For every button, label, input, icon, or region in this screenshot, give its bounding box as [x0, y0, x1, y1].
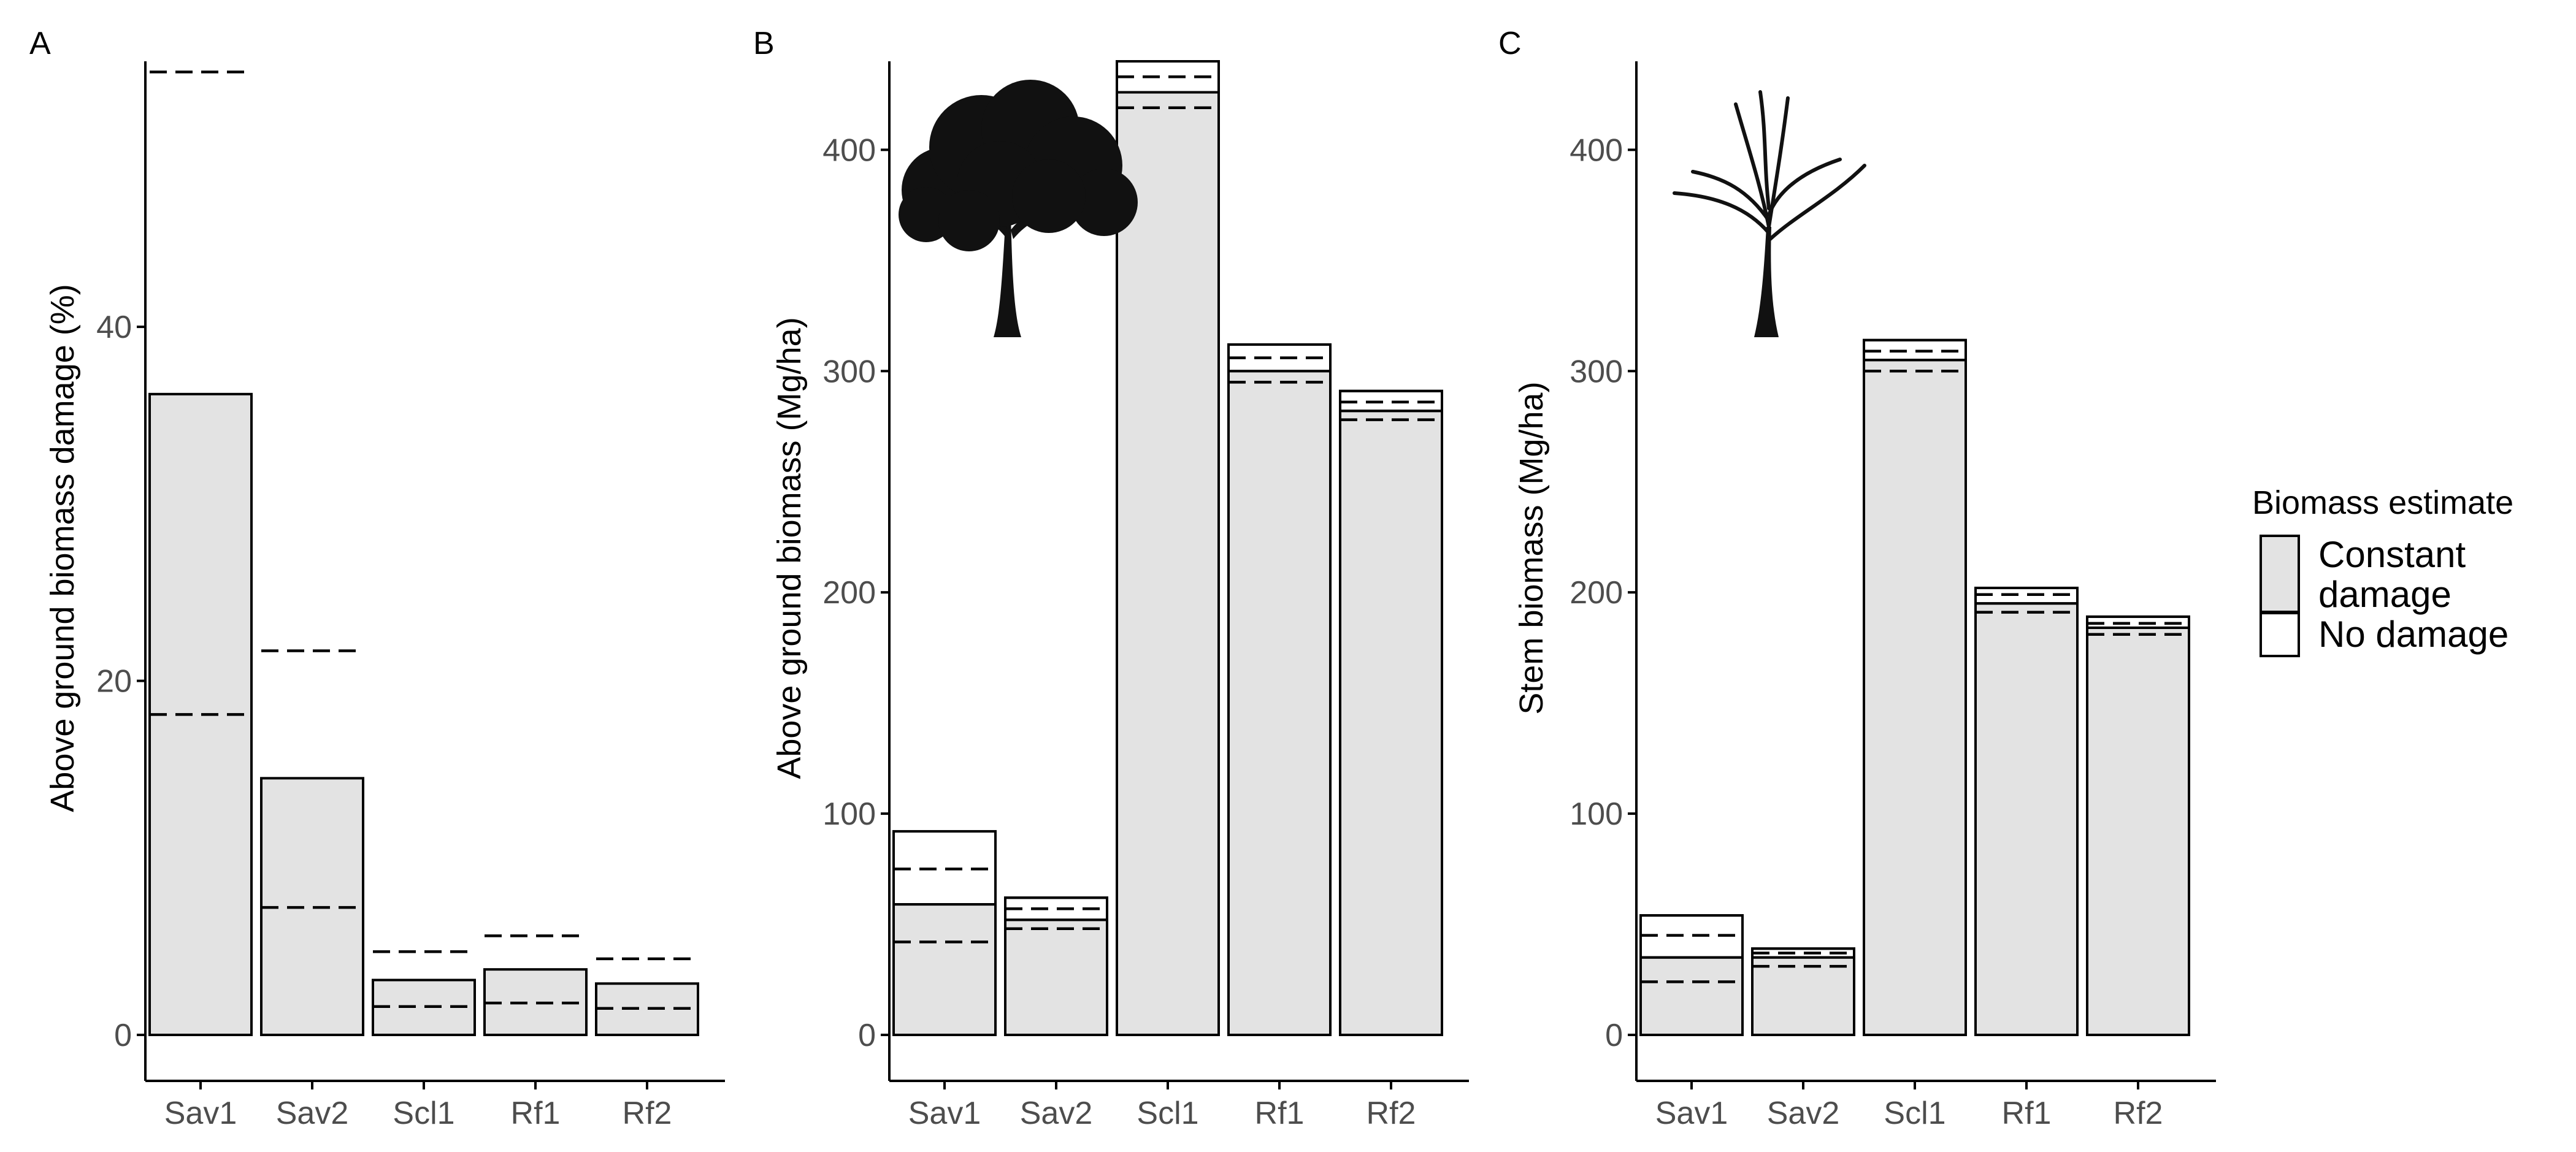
legend-swatch-constant: [2260, 535, 2300, 613]
tree-branch: [1691, 170, 1771, 223]
x-tick-label: Rf1: [511, 1096, 561, 1131]
bar-constant-damage: [2086, 626, 2190, 1036]
x-tick-label: Sav2: [1767, 1096, 1840, 1131]
y-tick-label: 0: [1605, 1018, 1623, 1053]
bar-constant-damage: [1116, 91, 1220, 1037]
legend-label: damage: [2318, 574, 2451, 615]
legend-title: Biomass estimate: [2252, 484, 2513, 521]
panel-c: C Stem biomass (Mg/ha) 0 100 200 300 400 Sav1 Sa…: [1498, 26, 2216, 1131]
legend-swatch-no-damage: [2260, 612, 2300, 657]
x-tick-label: Sav2: [1020, 1096, 1093, 1131]
x-tick-label: Sav1: [1655, 1096, 1728, 1131]
y-tick-label: 300: [1570, 354, 1623, 389]
x-tick-label: Scl1: [1884, 1096, 1945, 1131]
y-tick-label: 400: [822, 132, 876, 168]
bar-group-sav2: [260, 649, 364, 1036]
bar-group-rf2: [1339, 389, 1443, 1036]
y-tick-label: 0: [114, 1018, 132, 1053]
y-tick-label: 200: [1570, 575, 1623, 611]
x-tick-label: Rf1: [1255, 1096, 1305, 1131]
bar-group-rf1: [1227, 343, 1332, 1036]
tree-branch: [1673, 191, 1771, 235]
bar-group-sav1: [892, 830, 997, 1036]
y-axis-title: Stem biomass (Mg/ha): [1513, 381, 1550, 714]
bar-constant-damage: [1004, 918, 1108, 1036]
bar-constant-damage: [1863, 359, 1967, 1036]
y-tick-label: 100: [1570, 796, 1623, 832]
tree-trunk: [1754, 227, 1779, 337]
tree-branch: [1767, 158, 1842, 216]
tree-canopy-blob: [938, 190, 1000, 251]
bar-group-sav1: [148, 71, 253, 1036]
panel-letter: A: [29, 26, 51, 61]
x-tick-label: Sav1: [908, 1096, 981, 1131]
bar-group-scl1: [1863, 338, 1967, 1036]
leafy-tree-icon: [899, 80, 1138, 337]
tree-canopy-blob: [1070, 169, 1138, 236]
y-tick-label: 0: [858, 1018, 876, 1053]
legend-label: No damage: [2318, 614, 2509, 655]
bar-constant-damage: [1974, 602, 2079, 1036]
tree-trunk: [994, 215, 1021, 337]
bare-tree-icon: [1673, 90, 1866, 337]
bar-group-rf1: [1974, 586, 2079, 1036]
bar-group-sav1: [1639, 914, 1744, 1037]
legend-label: Constant: [2318, 534, 2466, 575]
panel-letter: C: [1498, 26, 1522, 61]
panel-b: B Above ground biomass (Mg/ha) 0 100 200 300 4…: [753, 26, 1469, 1131]
bar-constant-damage: [892, 903, 997, 1036]
y-tick-label: 200: [822, 575, 876, 611]
y-axis-title: Above ground biomass (Mg/ha): [771, 317, 808, 779]
x-tick-label: Rf2: [623, 1096, 672, 1131]
panel-a: A Above ground biomass damage (%) 0 20 40 Sav…: [29, 26, 725, 1131]
bar-constant-damage: [1639, 956, 1744, 1036]
panel-letter: B: [753, 26, 775, 61]
tree-branch: [1734, 102, 1771, 229]
x-tick-label: Sav1: [164, 1096, 237, 1131]
y-tick-label: 40: [96, 310, 132, 345]
y-tick-label: 20: [96, 664, 132, 700]
y-tick-label: 400: [1570, 132, 1623, 168]
bar-group-sav2: [1004, 896, 1108, 1036]
bar-constant-damage: [1339, 410, 1443, 1036]
bar-group-rf2: [595, 957, 699, 1036]
bar-group-rf1: [483, 934, 588, 1036]
x-tick-label: Scl1: [393, 1096, 454, 1131]
y-axis-title: Above ground biomass damage (%): [44, 284, 81, 812]
bar-constant-damage: [1751, 956, 1855, 1036]
bar-group-scl1: [1116, 60, 1220, 1037]
x-tick-label: Rf2: [1367, 1096, 1416, 1131]
y-tick-label: 300: [822, 354, 876, 389]
x-tick-label: Sav2: [276, 1096, 349, 1131]
tree-branch: [1768, 164, 1866, 241]
bar-group-scl1: [372, 950, 476, 1036]
x-tick-label: Rf1: [2002, 1096, 2052, 1131]
bar-group-rf2: [2086, 615, 2190, 1036]
x-tick-label: Scl1: [1137, 1096, 1198, 1131]
bar-constant-damage: [1227, 370, 1332, 1036]
y-tick-label: 100: [822, 796, 876, 832]
tree-branch: [1758, 90, 1771, 210]
tree-canopy-blob: [1012, 159, 1086, 233]
bar-group-sav2: [1751, 947, 1855, 1037]
x-tick-label: Rf2: [2114, 1096, 2163, 1131]
